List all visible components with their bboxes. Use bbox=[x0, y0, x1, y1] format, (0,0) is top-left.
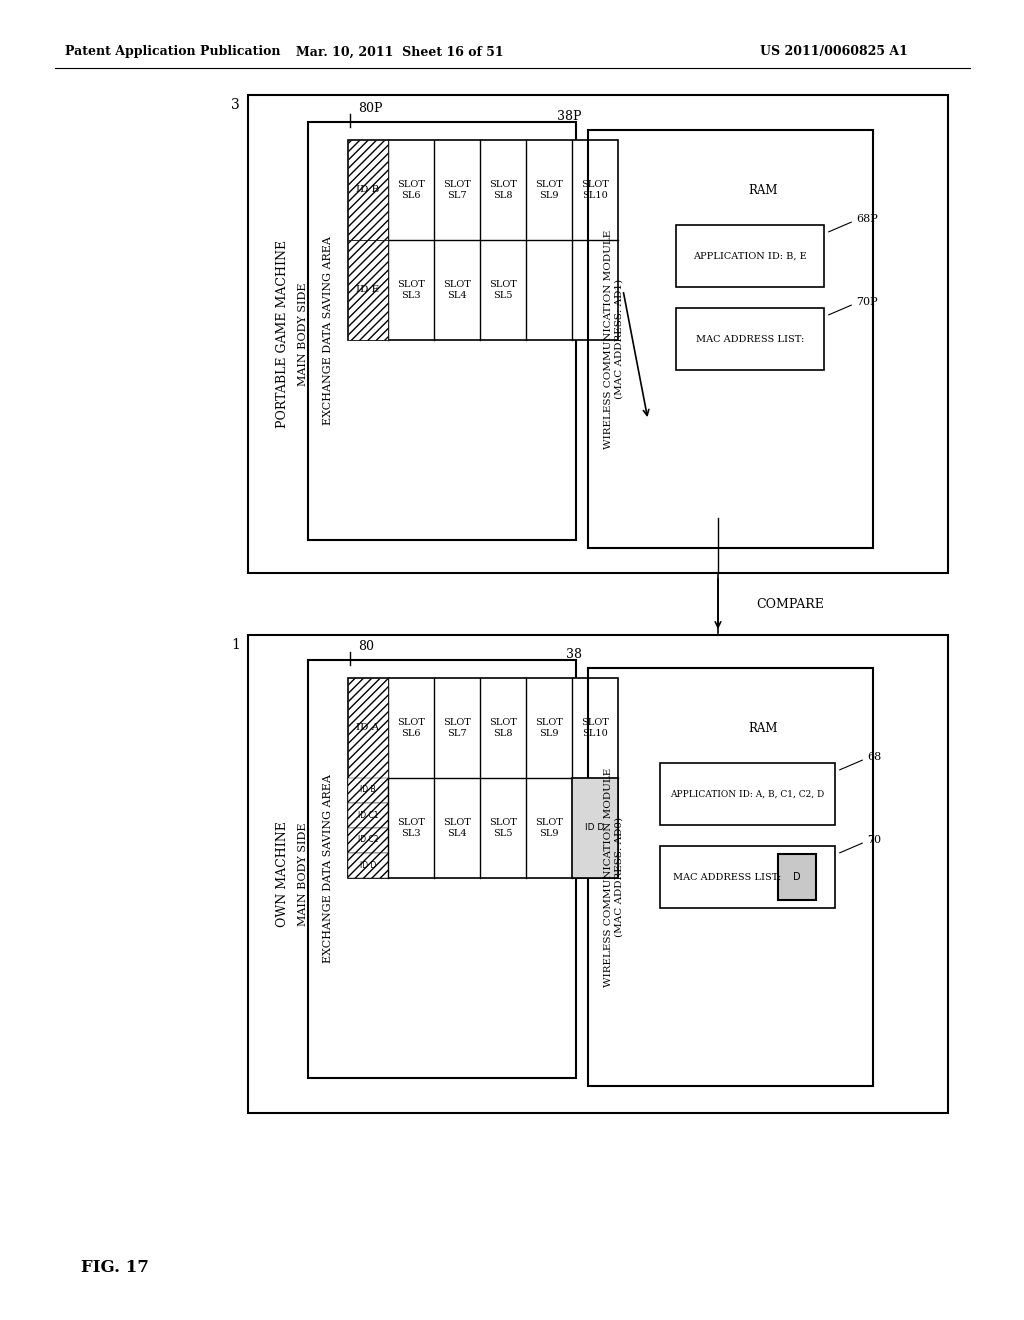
Text: 70P: 70P bbox=[856, 297, 878, 308]
Text: ID D: ID D bbox=[359, 861, 376, 870]
Bar bbox=[588, 668, 873, 1086]
Text: 38P: 38P bbox=[557, 110, 582, 123]
Bar bbox=[660, 763, 835, 825]
Text: APPLICATION ID: B, E: APPLICATION ID: B, E bbox=[693, 252, 807, 260]
Text: PORTABLE GAME MACHINE: PORTABLE GAME MACHINE bbox=[276, 240, 290, 428]
Text: EXCHANGE DATA SAVING AREA: EXCHANGE DATA SAVING AREA bbox=[323, 236, 333, 425]
Text: SLOT
SL7: SLOT SL7 bbox=[443, 718, 471, 738]
Text: 3: 3 bbox=[231, 98, 240, 112]
Text: SLOT
SL8: SLOT SL8 bbox=[489, 181, 517, 199]
Bar bbox=[248, 635, 948, 1113]
Text: MAC ADDRESS LIST:: MAC ADDRESS LIST: bbox=[673, 873, 781, 882]
Text: ID A: ID A bbox=[356, 723, 380, 733]
Text: SLOT
SL3: SLOT SL3 bbox=[397, 280, 425, 300]
Bar bbox=[348, 140, 388, 240]
Text: RAM: RAM bbox=[749, 722, 778, 734]
Text: SLOT
SL6: SLOT SL6 bbox=[397, 181, 425, 199]
Bar bbox=[588, 129, 873, 548]
Text: 1: 1 bbox=[231, 638, 240, 652]
Text: SLOT
SL9: SLOT SL9 bbox=[536, 181, 563, 199]
Text: ID B: ID B bbox=[356, 186, 380, 194]
Text: 80: 80 bbox=[358, 639, 374, 652]
Bar bbox=[572, 777, 618, 878]
Text: WIRELESS COMMUNICATION MODULE
(MAC ADDRESS: AD0): WIRELESS COMMUNICATION MODULE (MAC ADDRE… bbox=[604, 767, 624, 986]
Bar bbox=[348, 828, 388, 853]
Text: SLOT
SL7: SLOT SL7 bbox=[443, 181, 471, 199]
Bar bbox=[348, 240, 388, 341]
Text: WIRELESS COMMUNICATION MODULE
(MAC ADDRESS: AD1): WIRELESS COMMUNICATION MODULE (MAC ADDRE… bbox=[604, 230, 624, 449]
Text: RAM: RAM bbox=[749, 183, 778, 197]
Text: SLOT
SL9: SLOT SL9 bbox=[536, 818, 563, 838]
Text: SLOT
SL9: SLOT SL9 bbox=[536, 718, 563, 738]
Bar bbox=[348, 140, 618, 341]
Bar bbox=[348, 853, 388, 878]
Text: SLOT
SL5: SLOT SL5 bbox=[489, 280, 517, 300]
Bar bbox=[308, 121, 575, 540]
Bar bbox=[348, 777, 388, 803]
Bar bbox=[660, 846, 835, 908]
Bar bbox=[676, 224, 824, 286]
Text: MAC ADDRESS LIST:: MAC ADDRESS LIST: bbox=[696, 334, 804, 343]
Text: OWN MACHINE: OWN MACHINE bbox=[276, 821, 290, 927]
Text: 70: 70 bbox=[867, 836, 881, 845]
Bar bbox=[778, 854, 816, 900]
Text: ID B: ID B bbox=[360, 785, 376, 795]
Text: D: D bbox=[794, 873, 801, 882]
Bar bbox=[348, 803, 388, 828]
Text: SLOT
SL3: SLOT SL3 bbox=[397, 818, 425, 838]
Text: Mar. 10, 2011  Sheet 16 of 51: Mar. 10, 2011 Sheet 16 of 51 bbox=[296, 45, 504, 58]
Text: SLOT
SL10: SLOT SL10 bbox=[581, 718, 609, 738]
Text: SLOT
SL5: SLOT SL5 bbox=[489, 818, 517, 838]
Text: MAIN BODY SIDE: MAIN BODY SIDE bbox=[298, 282, 308, 385]
Bar bbox=[348, 678, 618, 878]
Text: SLOT
SL4: SLOT SL4 bbox=[443, 280, 471, 300]
Text: ID E: ID E bbox=[356, 285, 380, 294]
Text: ID C1: ID C1 bbox=[357, 810, 378, 820]
Bar bbox=[248, 95, 948, 573]
Text: SLOT
SL8: SLOT SL8 bbox=[489, 718, 517, 738]
Text: EXCHANGE DATA SAVING AREA: EXCHANGE DATA SAVING AREA bbox=[323, 775, 333, 964]
Text: 38: 38 bbox=[566, 648, 582, 660]
Text: COMPARE: COMPARE bbox=[756, 598, 824, 610]
Text: 68: 68 bbox=[867, 752, 882, 762]
Text: FIG. 17: FIG. 17 bbox=[81, 1259, 148, 1276]
Text: 68P: 68P bbox=[856, 214, 878, 224]
Text: Patent Application Publication: Patent Application Publication bbox=[65, 45, 281, 58]
Text: SLOT
SL4: SLOT SL4 bbox=[443, 818, 471, 838]
Text: ID D: ID D bbox=[586, 824, 604, 833]
Text: APPLICATION ID: A, B, C1, C2, D: APPLICATION ID: A, B, C1, C2, D bbox=[670, 789, 824, 799]
Text: SLOT
SL10: SLOT SL10 bbox=[581, 181, 609, 199]
Bar bbox=[308, 660, 575, 1078]
Text: SLOT
SL6: SLOT SL6 bbox=[397, 718, 425, 738]
Text: US 2011/0060825 A1: US 2011/0060825 A1 bbox=[760, 45, 908, 58]
Text: MAIN BODY SIDE: MAIN BODY SIDE bbox=[298, 822, 308, 925]
Text: 80P: 80P bbox=[358, 102, 383, 115]
Text: ID C2: ID C2 bbox=[357, 836, 378, 845]
Bar bbox=[348, 678, 388, 777]
Bar bbox=[676, 308, 824, 370]
